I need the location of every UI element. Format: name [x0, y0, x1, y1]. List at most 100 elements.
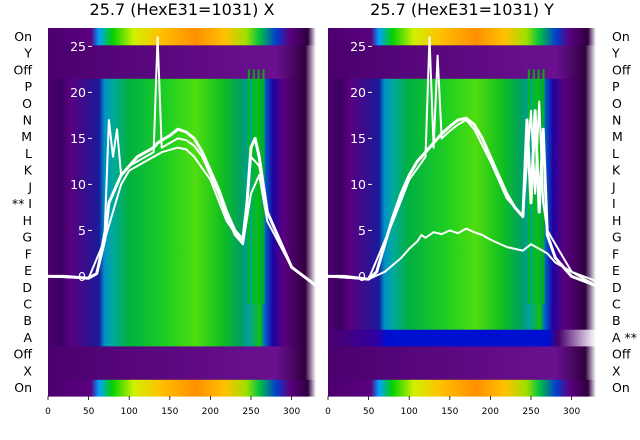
x-tick-label: 300	[563, 407, 580, 417]
row-label: D	[612, 280, 622, 295]
y-tick-label: 15	[70, 131, 86, 146]
row-label: L	[25, 146, 32, 161]
x-tick-label: 250	[522, 407, 539, 417]
heatmap-row	[328, 145, 596, 163]
heatmap-row	[48, 178, 316, 196]
x-tick-label: 100	[401, 407, 418, 417]
row-label: Off	[14, 347, 33, 362]
row-label: On	[14, 380, 32, 395]
heatmap-row	[48, 44, 316, 62]
row-label: I	[612, 196, 616, 211]
x-tick-label: 300	[283, 407, 300, 417]
heatmap-row	[328, 178, 596, 196]
row-label: D	[22, 280, 32, 295]
heatmap-row	[48, 278, 316, 297]
row-label: E	[612, 263, 620, 278]
row-label: X	[612, 363, 621, 378]
y-tick-label: 20	[70, 85, 86, 100]
x-tick-label: 150	[441, 407, 458, 417]
heatmap-row	[328, 94, 596, 113]
row-label: Y	[611, 46, 620, 61]
series-line	[48, 127, 317, 287]
heatmap-row	[328, 345, 596, 364]
heatmap-row	[328, 262, 596, 280]
x-tick-label: 100	[121, 407, 138, 417]
heatmap-row	[48, 245, 316, 263]
row-label: K	[612, 163, 621, 178]
vertical-stripe	[257, 69, 260, 305]
heatmap-row	[48, 78, 316, 96]
left-chart-title: 25.7 (HexE31=1031) X	[89, 0, 275, 19]
heatmap-row	[48, 111, 316, 129]
row-label: K	[24, 163, 33, 178]
heatmap-row	[48, 94, 316, 113]
heatmap-row	[328, 295, 596, 313]
row-label: J	[611, 179, 616, 194]
series-line	[327, 227, 597, 282]
heatmap-row	[48, 195, 316, 213]
heatmap-row	[328, 28, 596, 46]
row-label: B	[612, 313, 621, 328]
series-line	[47, 146, 317, 287]
heatmap-row	[48, 312, 316, 330]
heatmap-row	[48, 295, 316, 313]
row-label: N	[23, 113, 32, 128]
x-tick-label: 50	[83, 407, 95, 417]
y-tick-label: 10	[70, 177, 86, 192]
row-label: P	[24, 79, 32, 94]
heatmap-row	[48, 362, 316, 380]
row-label: J	[27, 179, 32, 194]
heatmap-row	[48, 379, 316, 397]
x-tick-label: 200	[482, 407, 499, 417]
y-tick-label: 0	[358, 269, 366, 284]
row-label: Off	[612, 347, 631, 362]
row-label: H	[612, 213, 621, 228]
row-label: O	[22, 96, 32, 111]
y-tick-label: 20	[350, 85, 366, 100]
row-label: On	[612, 380, 630, 395]
y-tick-label: 15	[350, 131, 366, 146]
row-label: On	[14, 29, 32, 44]
row-label: G	[612, 230, 622, 245]
series-line	[327, 36, 597, 287]
right-chart-title: 25.7 (HexE31=1031) Y	[370, 0, 554, 19]
row-label: Y	[23, 46, 32, 61]
x-tick-label: 250	[242, 407, 259, 417]
x-tick-label: 150	[161, 407, 178, 417]
x-tick-label: 200	[202, 407, 219, 417]
row-label: F	[612, 246, 619, 261]
row-label: ** I	[12, 196, 32, 211]
row-label: F	[25, 246, 32, 261]
heatmap-row	[328, 44, 596, 62]
heatmap-row	[48, 345, 316, 364]
row-label: B	[23, 313, 32, 328]
row-label: On	[612, 29, 630, 44]
heatmap-row	[48, 61, 316, 79]
row-label: Off	[612, 62, 631, 77]
y-tick-label: 5	[358, 223, 366, 238]
heatmap-row	[48, 329, 316, 347]
x-tick-label: 0	[325, 407, 331, 417]
y-tick-label: 10	[350, 177, 366, 192]
heatmap-row	[48, 28, 316, 46]
heatmap-row	[328, 161, 596, 180]
row-label: M	[21, 129, 32, 144]
row-label: X	[23, 363, 32, 378]
row-label: C	[23, 297, 32, 312]
heatmap-row	[328, 312, 596, 330]
row-label: Off	[14, 62, 33, 77]
row-label: E	[24, 263, 32, 278]
heatmap-row	[48, 161, 316, 180]
y-tick-label: 5	[78, 223, 86, 238]
row-label: H	[23, 213, 32, 228]
heatmap-row	[328, 78, 596, 96]
row-label: P	[612, 79, 620, 94]
y-tick-label: 25	[350, 39, 366, 54]
row-label: A **	[612, 330, 637, 345]
heatmap-row	[328, 362, 596, 380]
row-label: C	[612, 297, 621, 312]
row-label: L	[612, 146, 619, 161]
row-label: G	[22, 230, 32, 245]
